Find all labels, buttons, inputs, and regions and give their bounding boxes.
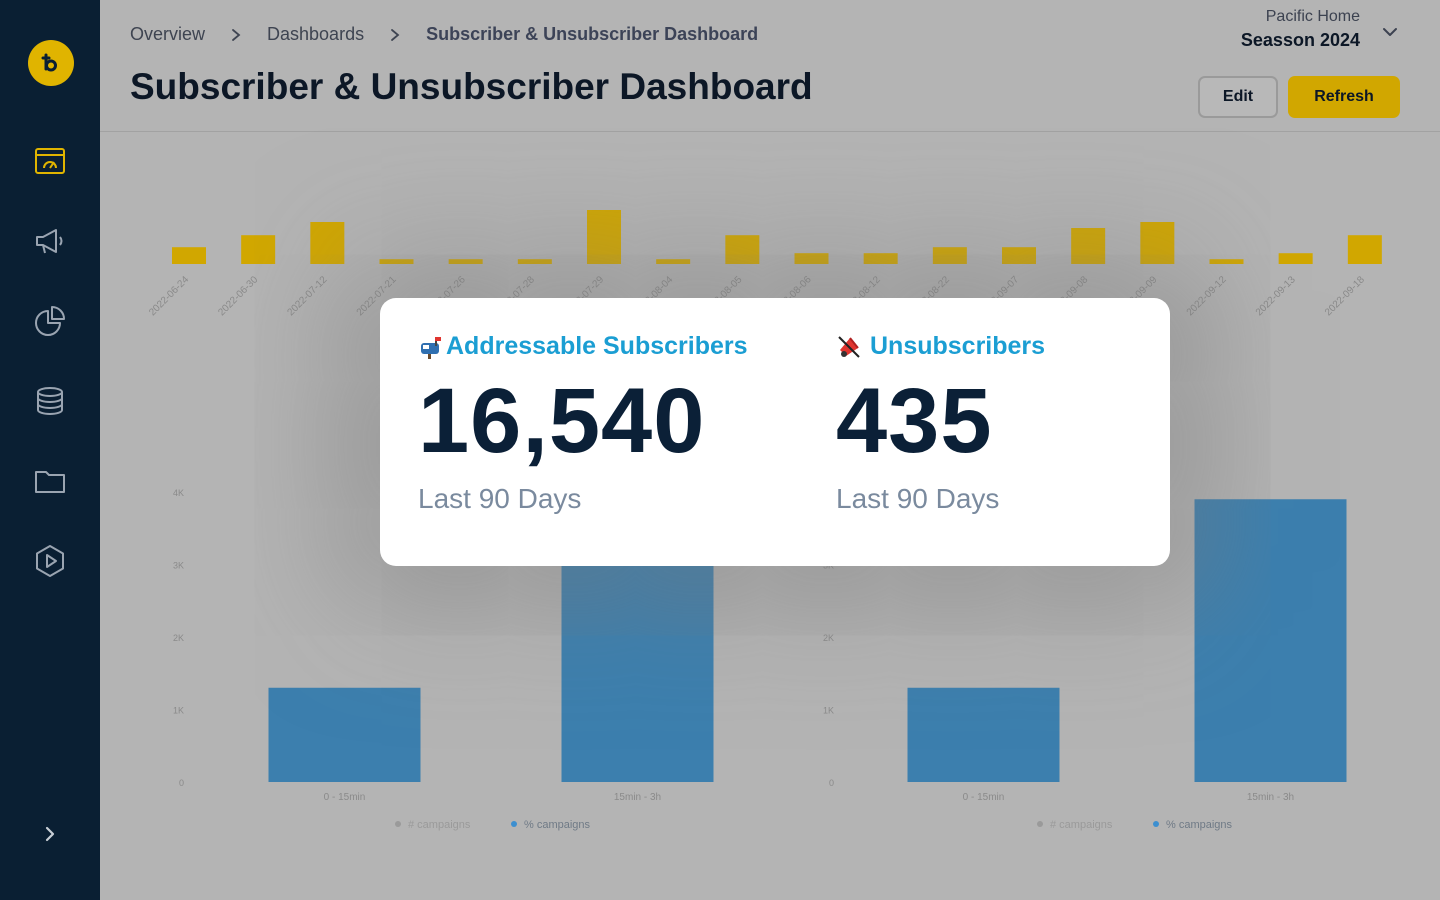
- y-tick-label: 4K: [173, 488, 184, 498]
- sidebar-item-analytics[interactable]: [30, 301, 70, 341]
- daily-bar[interactable]: [656, 259, 691, 264]
- daily-bar[interactable]: [1209, 259, 1244, 264]
- addressable-subscribers-stat: Addressable Subscribers 16,540 Last 90 D…: [418, 332, 748, 515]
- workspace-name: Pacific Home: [1265, 8, 1360, 25]
- y-tick-label: 0: [179, 778, 184, 788]
- addressable-subscribers-value: 16,540: [418, 370, 706, 472]
- sidebar-item-automations[interactable]: [30, 541, 70, 581]
- daily-bar[interactable]: [1002, 247, 1036, 264]
- breadcrumb: Overview Dashboards Subscriber & Unsubsc…: [130, 24, 758, 45]
- daily-bar[interactable]: [172, 247, 206, 264]
- legend-label[interactable]: % campaigns: [524, 819, 591, 831]
- legend-swatch: [395, 821, 401, 827]
- sidebar-item-files[interactable]: [30, 461, 70, 501]
- daily-bar[interactable]: [794, 253, 829, 264]
- workspace-selector[interactable]: Pacific Home Seasson 2024: [1241, 8, 1360, 51]
- edit-button[interactable]: Edit: [1198, 76, 1278, 118]
- breadcrumb-dashboards[interactable]: Dashboards: [267, 24, 365, 44]
- unsubscribers-value: 435: [836, 370, 993, 472]
- mailbox-icon: [421, 336, 441, 359]
- x-tick-label: 2022-06-30: [216, 274, 260, 318]
- chevron-right-icon: [388, 28, 402, 42]
- x-tick-label: 0 - 15min: [963, 792, 1005, 803]
- daily-bar[interactable]: [725, 235, 760, 264]
- sidebar-item-campaigns[interactable]: [30, 221, 70, 261]
- x-tick-label: 15min - 3h: [614, 792, 661, 803]
- legend-swatch: [511, 821, 517, 827]
- x-tick-label: 2022-09-12: [1185, 274, 1229, 318]
- database-icon: [37, 387, 63, 415]
- x-tick-label: 15min - 3h: [1247, 792, 1294, 803]
- dashboard-icon: [35, 148, 65, 174]
- refresh-button[interactable]: Refresh: [1288, 76, 1400, 118]
- legend-swatch: [1153, 821, 1159, 827]
- folder-icon: [35, 471, 65, 493]
- chevron-down-icon[interactable]: [1380, 22, 1400, 42]
- chevron-right-icon: [45, 826, 55, 842]
- daily-bar[interactable]: [241, 235, 276, 264]
- breadcrumb-current: Subscriber & Unsubscriber Dashboard: [426, 24, 759, 44]
- daily-bar[interactable]: [1347, 235, 1382, 264]
- sidebar-item-dashboards[interactable]: [30, 141, 70, 181]
- daily-bar[interactable]: [1278, 253, 1313, 264]
- daily-bar[interactable]: [1071, 228, 1106, 264]
- daily-bar[interactable]: [448, 259, 483, 264]
- duration-bar[interactable]: [1194, 499, 1347, 782]
- daily-bar[interactable]: [379, 259, 414, 264]
- daily-bar[interactable]: [310, 222, 345, 264]
- y-tick-label: 0: [829, 778, 834, 788]
- daily-bar[interactable]: [932, 247, 967, 264]
- chevron-right-icon: [229, 28, 243, 42]
- unsubscribers-label: Unsubscribers: [870, 332, 1046, 360]
- legend-label[interactable]: # campaigns: [1050, 819, 1113, 831]
- x-tick-label: 2022-09-13: [1254, 274, 1298, 318]
- muted-speaker-icon: [838, 335, 860, 358]
- daily-bar[interactable]: [1140, 222, 1175, 264]
- sidebar-item-data[interactable]: [30, 381, 70, 421]
- x-tick-label: 0 - 15min: [324, 792, 366, 803]
- unsubscribers-stat: Unsubscribers 435 Last 90 Days: [836, 332, 1045, 515]
- y-tick-label: 2K: [173, 633, 184, 643]
- daily-bar[interactable]: [517, 259, 552, 264]
- unsubscribers-period: Last 90 Days: [836, 483, 1000, 514]
- brand-logo[interactable]: [28, 40, 74, 86]
- x-tick-label: 2022-07-12: [286, 274, 330, 318]
- addressable-subscribers-label: Addressable Subscribers: [446, 332, 748, 360]
- y-tick-label: 3K: [173, 561, 184, 571]
- x-tick-label: 2022-06-24: [147, 274, 191, 318]
- addressable-subscribers-title: Addressable Subscribers: [418, 332, 748, 361]
- y-tick-label: 1K: [823, 706, 834, 716]
- expand-sidebar-button[interactable]: [36, 820, 64, 848]
- daily-bar[interactable]: [587, 210, 621, 264]
- unsubscribers-title: Unsubscribers: [836, 332, 1045, 361]
- breadcrumb-overview[interactable]: Overview: [130, 24, 206, 44]
- duration-bar[interactable]: [907, 687, 1060, 782]
- duration-bar[interactable]: [268, 687, 421, 782]
- stats-card: Addressable Subscribers 16,540 Last 90 D…: [380, 298, 1170, 566]
- workspace-season: Seasson 2024: [1240, 30, 1360, 50]
- daily-bar[interactable]: [863, 253, 898, 264]
- addressable-subscribers-period: Last 90 Days: [418, 483, 582, 514]
- legend-label[interactable]: # campaigns: [408, 819, 471, 831]
- page-title: Subscriber & Unsubscriber Dashboard: [130, 66, 813, 107]
- logo-b-icon: [41, 53, 57, 72]
- legend-swatch: [1037, 821, 1043, 827]
- megaphone-icon: [36, 229, 63, 254]
- x-tick-label: 2022-09-18: [1323, 274, 1367, 318]
- y-tick-label: 1K: [173, 706, 184, 716]
- page-header: Overview Dashboards Subscriber & Unsubsc…: [100, 0, 1440, 132]
- pie-chart-icon: [35, 306, 65, 336]
- y-tick-label: 2K: [823, 633, 834, 643]
- sidebar: [0, 0, 100, 900]
- legend-label[interactable]: % campaigns: [1166, 819, 1233, 831]
- play-icon: [36, 545, 64, 577]
